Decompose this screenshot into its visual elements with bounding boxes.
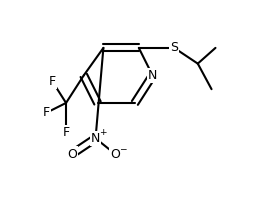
Text: S: S [170,41,178,54]
Text: O: O [67,148,77,161]
Text: O: O [110,148,120,161]
Text: F: F [49,75,56,88]
Text: N: N [91,132,100,145]
Text: N: N [148,69,157,82]
Text: −: − [119,145,127,154]
Text: F: F [62,126,70,139]
Text: F: F [43,106,50,119]
Text: +: + [99,128,107,137]
